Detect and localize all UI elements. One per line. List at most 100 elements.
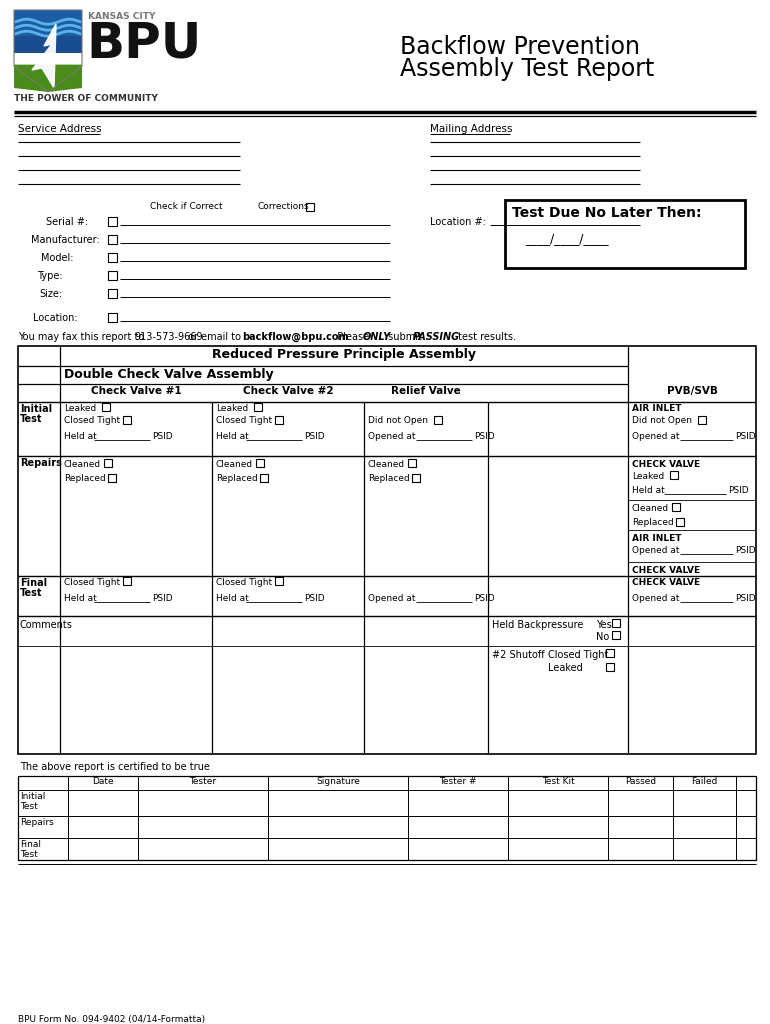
Text: Comments: Comments <box>20 620 73 630</box>
Text: PSID: PSID <box>735 546 755 555</box>
Text: AIR INLET: AIR INLET <box>632 534 681 543</box>
Text: Date: Date <box>92 777 114 786</box>
Bar <box>306 203 314 211</box>
Text: Opened at: Opened at <box>368 432 416 441</box>
Text: Held at: Held at <box>216 594 249 603</box>
Text: BPU Form No. 094-9402 (04/14-Formatta): BPU Form No. 094-9402 (04/14-Formatta) <box>18 1015 205 1024</box>
Text: PVB/SVB: PVB/SVB <box>667 386 718 396</box>
Text: Serial #:: Serial #: <box>46 217 88 227</box>
Bar <box>108 253 117 262</box>
Text: Opened at: Opened at <box>632 594 679 603</box>
Text: Signature: Signature <box>316 777 360 786</box>
Text: Yes: Yes <box>596 620 611 630</box>
Text: PSID: PSID <box>474 432 494 441</box>
Text: Test Kit: Test Kit <box>541 777 574 786</box>
Text: Repairs: Repairs <box>20 818 54 827</box>
Text: BPU: BPU <box>86 20 202 68</box>
Text: Replaced: Replaced <box>64 474 105 483</box>
Text: 913-573-9669: 913-573-9669 <box>134 332 203 342</box>
Text: Type:: Type: <box>38 271 63 281</box>
Text: Held at: Held at <box>632 486 665 495</box>
Text: Backflow Prevention: Backflow Prevention <box>400 35 640 59</box>
Text: Check Valve #1: Check Valve #1 <box>91 386 181 396</box>
Text: PSID: PSID <box>152 594 172 603</box>
Text: CHECK VALVE: CHECK VALVE <box>632 460 700 469</box>
Text: Model:: Model: <box>41 253 73 263</box>
Bar <box>108 474 116 482</box>
Text: Closed Tight: Closed Tight <box>216 416 272 425</box>
Bar <box>505 200 745 268</box>
Text: Closed Tight: Closed Tight <box>548 650 608 660</box>
Text: KANSAS CITY: KANSAS CITY <box>88 12 156 22</box>
Text: Leaked: Leaked <box>216 404 248 413</box>
Bar <box>260 474 268 482</box>
Bar <box>14 36 82 53</box>
Text: Size:: Size: <box>40 289 63 299</box>
Text: Opened at: Opened at <box>632 546 679 555</box>
Text: PSID: PSID <box>304 594 325 603</box>
Bar <box>18 776 756 860</box>
Text: Test: Test <box>20 588 42 598</box>
Text: Service Address: Service Address <box>18 124 102 134</box>
Text: Opened at: Opened at <box>632 432 679 441</box>
Bar <box>676 518 684 526</box>
Bar <box>256 459 264 467</box>
Bar <box>108 217 117 226</box>
Text: Relief Valve: Relief Valve <box>391 386 461 396</box>
Bar <box>108 289 117 298</box>
Text: Opened at: Opened at <box>368 594 416 603</box>
Bar <box>123 577 131 585</box>
Text: Cleaned: Cleaned <box>368 460 405 469</box>
Text: Replaced: Replaced <box>368 474 410 483</box>
Text: PSID: PSID <box>735 594 755 603</box>
Text: Tester #: Tester # <box>439 777 477 786</box>
Bar <box>123 416 131 424</box>
Text: backflow@bpu.com: backflow@bpu.com <box>242 332 349 342</box>
Text: Check Valve #2: Check Valve #2 <box>243 386 333 396</box>
Text: PSID: PSID <box>474 594 494 603</box>
Text: PSID: PSID <box>735 432 755 441</box>
Text: Final
Test: Final Test <box>20 840 41 859</box>
Text: CHECK VALVE: CHECK VALVE <box>632 578 700 587</box>
Text: Assembly Test Report: Assembly Test Report <box>400 57 654 81</box>
Text: ____/____/____: ____/____/____ <box>525 232 608 245</box>
Bar <box>408 459 416 467</box>
Text: .  Please: . Please <box>328 332 372 342</box>
Text: Did not Open: Did not Open <box>368 416 428 425</box>
Text: Replaced: Replaced <box>632 518 674 527</box>
Text: PSID: PSID <box>304 432 325 441</box>
Bar <box>412 474 420 482</box>
Text: You may fax this report to: You may fax this report to <box>18 332 147 342</box>
Bar <box>254 403 262 411</box>
Text: Initial: Initial <box>20 404 52 414</box>
Text: PSID: PSID <box>728 486 748 495</box>
Text: PSID: PSID <box>152 432 172 441</box>
Text: Reduced Pressure Principle Assembly: Reduced Pressure Principle Assembly <box>212 348 476 361</box>
Text: Cleaned: Cleaned <box>64 460 101 469</box>
Text: test results.: test results. <box>455 332 516 342</box>
Text: Closed Tight: Closed Tight <box>216 578 272 587</box>
Bar <box>612 631 620 639</box>
Bar <box>606 663 614 671</box>
Text: Closed Tight: Closed Tight <box>64 578 120 587</box>
Text: Final: Final <box>20 578 47 588</box>
Bar <box>275 416 283 424</box>
Text: Test Due No Later Then:: Test Due No Later Then: <box>512 206 701 220</box>
Bar <box>18 346 756 754</box>
Bar <box>698 416 706 424</box>
Polygon shape <box>14 65 82 92</box>
Text: Held at: Held at <box>216 432 249 441</box>
Text: Held Backpressure: Held Backpressure <box>492 620 584 630</box>
Text: Leaked: Leaked <box>632 472 665 481</box>
Text: Mailing Address: Mailing Address <box>430 124 513 134</box>
Text: PASSING: PASSING <box>413 332 460 342</box>
Text: Leaked: Leaked <box>548 663 583 673</box>
Text: The above report is certified to be true: The above report is certified to be true <box>20 762 210 772</box>
Text: #2 Shutoff: #2 Shutoff <box>492 650 544 660</box>
Text: Did not Open: Did not Open <box>632 416 692 425</box>
Text: Leaked: Leaked <box>64 404 96 413</box>
Text: THE POWER OF COMMUNITY: THE POWER OF COMMUNITY <box>14 94 158 103</box>
Text: CHECK VALVE: CHECK VALVE <box>632 566 700 575</box>
Bar <box>108 271 117 280</box>
Text: No: No <box>596 632 609 642</box>
